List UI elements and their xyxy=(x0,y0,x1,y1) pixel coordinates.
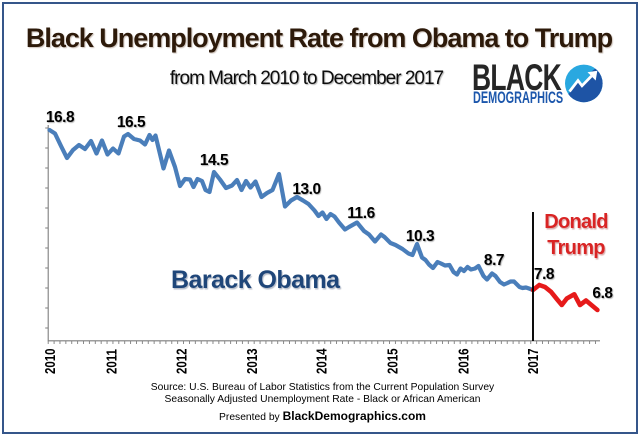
svg-text:2013: 2013 xyxy=(243,348,260,374)
svg-text:2015: 2015 xyxy=(384,348,401,374)
svg-text:2016: 2016 xyxy=(455,348,472,374)
svg-text:2011: 2011 xyxy=(103,349,120,374)
svg-text:2010: 2010 xyxy=(42,348,59,374)
svg-text:2012: 2012 xyxy=(173,348,190,374)
svg-text:2017: 2017 xyxy=(524,348,541,374)
svg-text:2014: 2014 xyxy=(313,348,330,374)
